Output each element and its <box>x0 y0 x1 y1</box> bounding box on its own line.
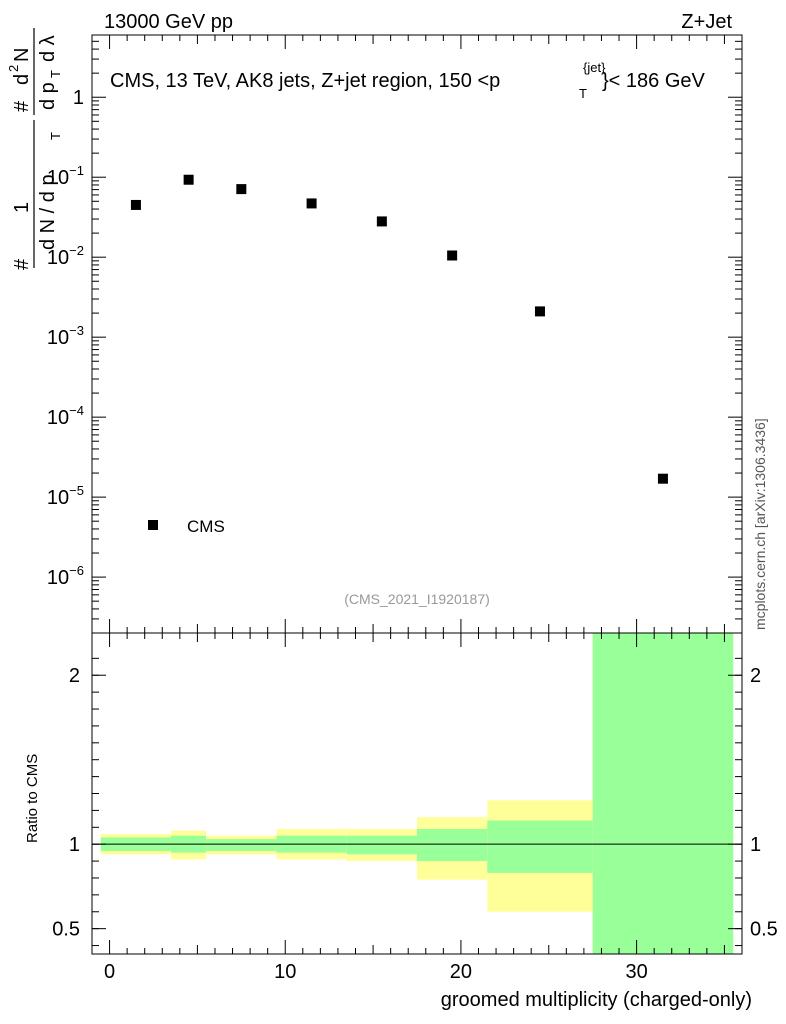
data-point <box>236 184 247 195</box>
top-panel-frame <box>91 34 743 634</box>
ratio-y-axis: 0.5 0.5 1 1 2 2 <box>52 657 778 947</box>
y-label-one: 1 <box>11 202 33 213</box>
plot-title-sup: {jet} <box>583 60 606 75</box>
data-point <box>130 199 141 210</box>
y-tick-label: 10−2 <box>47 243 84 269</box>
y-label-den: d N / d p <box>37 174 59 250</box>
band-inner <box>487 820 593 873</box>
ratio-y-tick-label: 1 <box>69 834 80 856</box>
data-point <box>376 216 387 227</box>
x-axis-label: groomed multiplicity (charged-only) <box>441 989 752 1011</box>
y-label-num: d <box>11 74 33 85</box>
ratio-y-tick-label-right: 0.5 <box>750 919 778 941</box>
plot-title: CMS, 13 TeV, AK8 jets, Z+jet region, 150… <box>110 60 706 101</box>
data-points <box>130 174 668 484</box>
y-label-num-N: N <box>11 48 33 62</box>
plot-title-main: CMS, 13 TeV, AK8 jets, Z+jet region, 150… <box>110 70 500 92</box>
legend: CMS <box>148 517 225 536</box>
y-tick-label: 10−6 <box>47 563 84 589</box>
legend-label: CMS <box>187 517 225 536</box>
y-tick-label: 10−1 <box>47 163 84 189</box>
plot-title-tail: }< 186 GeV <box>602 70 706 92</box>
y-label-den-sub: T <box>48 132 63 140</box>
ratio-y-label: Ratio to CMS <box>24 754 41 843</box>
y-label-hash: # <box>11 258 33 270</box>
y-label-den2: d p <box>37 82 59 110</box>
header-left: 13000 GeV pp <box>104 11 233 33</box>
x-tick-label: 20 <box>450 961 472 983</box>
x-axis: 0 10 20 30 <box>91 633 743 983</box>
x-tick-label: 0 <box>104 961 115 983</box>
header-right: Z+Jet <box>681 11 732 33</box>
x-tick-label: 10 <box>274 961 296 983</box>
band-inner <box>346 835 417 855</box>
ratio-y-tick-label-right: 2 <box>750 665 761 687</box>
y-tick-label: 1 <box>73 87 84 109</box>
data-point <box>306 198 317 209</box>
y-label-den2-tail: d λ <box>37 35 59 62</box>
y-tick-label: 10−4 <box>47 403 84 429</box>
band-inner <box>206 839 277 851</box>
y-label-num-sup: 2 <box>6 65 21 72</box>
top-y-axis: 1 10−1 10−2 10−3 10−4 10−5 10−6 <box>47 34 742 634</box>
ratio-y-tick-label: 0.5 <box>52 919 80 941</box>
top-panel: 1 10−1 10−2 10−3 10−4 10−5 10−6 CMS, 13 TeV, A… <box>47 34 743 634</box>
data-point <box>447 250 458 261</box>
plot-title-sub: T <box>579 86 587 101</box>
uncertainty-bands <box>100 633 734 954</box>
x-tick-label: 30 <box>625 961 647 983</box>
data-point <box>534 306 545 317</box>
analysis-watermark: (CMS_2021_I1920187) <box>344 591 490 607</box>
y-tick-label: 10−5 <box>47 483 84 509</box>
legend-marker <box>148 520 158 530</box>
y-label-hash2: # <box>11 100 33 112</box>
band-inner <box>592 633 734 954</box>
y-tick-label: 10−3 <box>47 323 84 349</box>
y-label-den2-sub: T <box>48 70 63 78</box>
data-point <box>183 174 194 185</box>
top-y-label: # 1 d N / d p T # d 2 N d p T d λ <box>6 28 63 270</box>
ratio-y-tick-label: 2 <box>69 665 80 687</box>
data-point <box>657 473 668 484</box>
bottom-panel: 0.5 0.5 1 1 2 2 0 10 20 30 <box>52 632 778 983</box>
side-source-label: mcplots.cern.ch [arXiv:1306.3436] <box>752 418 768 630</box>
top-x-axis-ticks <box>91 35 743 633</box>
ratio-y-tick-label-right: 1 <box>750 834 761 856</box>
band-inner <box>417 828 488 862</box>
